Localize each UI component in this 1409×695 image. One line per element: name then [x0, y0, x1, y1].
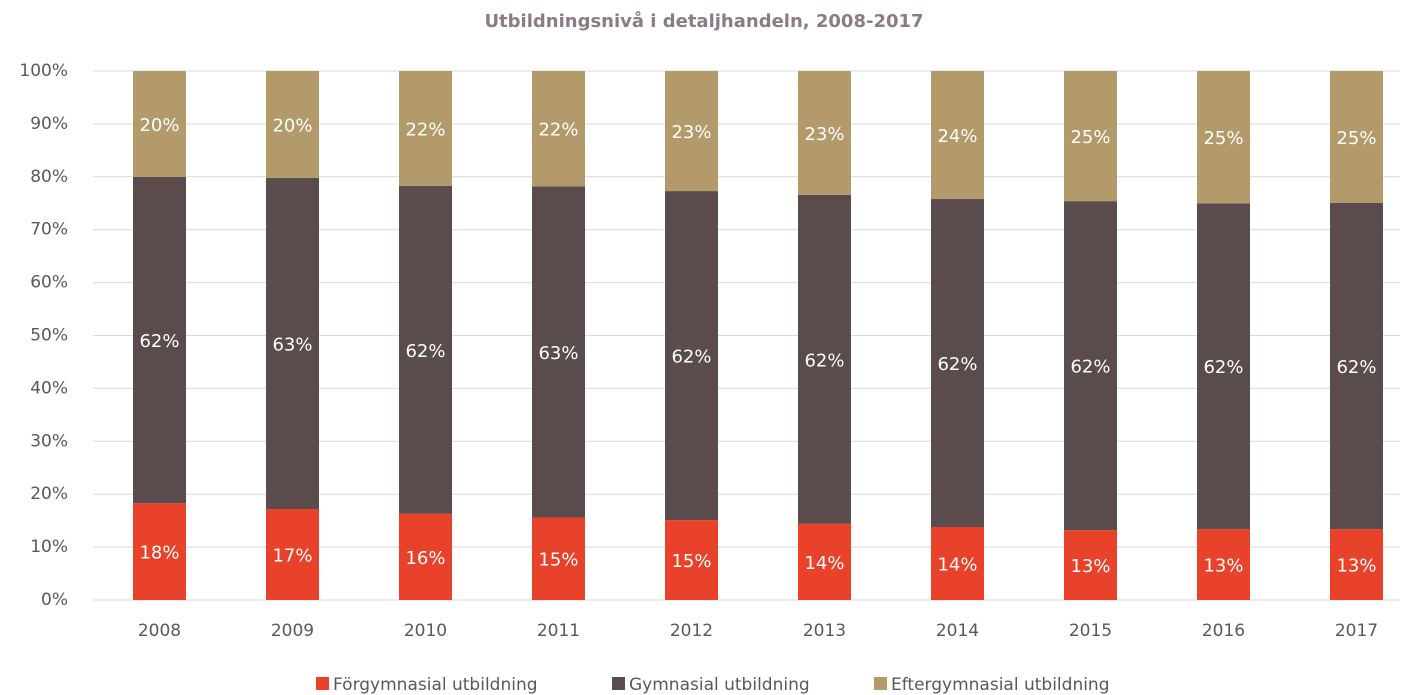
y-tick-label: 0% — [41, 590, 68, 610]
data-label: 15% — [538, 550, 578, 571]
data-label: 63% — [272, 334, 312, 355]
y-tick-label: 100% — [19, 61, 68, 81]
data-label: 62% — [937, 354, 977, 375]
data-label: 25% — [1203, 128, 1243, 149]
chart-title: Utbildningsnivå i detaljhandeln, 2008-20… — [484, 10, 923, 32]
x-tick-label: 2011 — [537, 621, 580, 641]
bar-segment — [532, 186, 585, 518]
bar-segment — [798, 523, 851, 600]
bar-segment — [1197, 71, 1250, 204]
bar-segment — [1064, 201, 1117, 531]
bar-segment — [1330, 202, 1383, 530]
data-label: 22% — [538, 120, 578, 141]
data-label: 14% — [937, 554, 977, 575]
legend-label: Eftergymnasial utbildning — [891, 675, 1110, 695]
bar-segment — [665, 191, 718, 521]
data-label: 14% — [804, 553, 844, 574]
bar-segment — [133, 503, 186, 600]
data-label: 13% — [1336, 556, 1376, 577]
y-tick-label: 90% — [30, 114, 68, 134]
bar-segment — [1330, 71, 1383, 203]
data-label: 20% — [139, 115, 179, 136]
bar-segment — [1064, 530, 1117, 600]
x-tick-label: 2009 — [271, 621, 314, 641]
data-label: 20% — [272, 115, 312, 136]
data-label: 23% — [804, 124, 844, 145]
bar-segment — [665, 520, 718, 600]
y-tick-label: 40% — [30, 378, 68, 398]
y-tick-label: 30% — [30, 431, 68, 451]
data-label: 62% — [1203, 357, 1243, 378]
y-tick-label: 80% — [30, 167, 68, 187]
y-tick-label: 10% — [30, 537, 68, 557]
x-tick-label: 2008 — [138, 621, 181, 641]
y-tick-label: 20% — [30, 484, 68, 504]
data-label: 25% — [1070, 127, 1110, 148]
bar-segment — [133, 71, 186, 177]
data-label: 18% — [139, 543, 179, 564]
bar-segment — [266, 177, 319, 510]
bar-segment — [266, 509, 319, 600]
bar-segment — [399, 513, 452, 600]
data-label: 13% — [1070, 556, 1110, 577]
data-label: 62% — [405, 341, 445, 362]
bar-segment — [1197, 203, 1250, 530]
data-label: 62% — [139, 331, 179, 352]
legend-swatch — [612, 677, 625, 690]
bar-segment — [1197, 529, 1250, 600]
data-label: 23% — [671, 122, 711, 143]
data-label: 63% — [538, 343, 578, 364]
data-label: 25% — [1336, 128, 1376, 149]
y-tick-label: 70% — [30, 220, 68, 240]
bar-segment — [798, 194, 851, 524]
bar-segment — [1064, 71, 1117, 202]
data-label: 22% — [405, 119, 445, 140]
bar-segment — [931, 526, 984, 600]
y-tick-label: 60% — [30, 273, 68, 293]
bar-segment — [931, 71, 984, 200]
bar-segment — [266, 71, 319, 178]
data-label: 62% — [671, 347, 711, 368]
bar-segment — [532, 517, 585, 600]
bar-segment — [399, 71, 452, 186]
bar-segment — [665, 71, 718, 192]
legend-label: Förgymnasial utbildning — [333, 675, 538, 695]
data-label: 15% — [671, 551, 711, 572]
data-label: 17% — [272, 546, 312, 567]
data-label: 62% — [1070, 357, 1110, 378]
data-label: 62% — [804, 350, 844, 371]
bar-segment — [532, 71, 585, 187]
y-tick-label: 50% — [30, 326, 68, 346]
data-label: 13% — [1203, 556, 1243, 577]
bar-segment — [399, 185, 452, 514]
legend-swatch — [316, 677, 329, 690]
data-label: 24% — [937, 126, 977, 147]
x-tick-label: 2012 — [670, 621, 713, 641]
x-tick-label: 2016 — [1202, 621, 1245, 641]
x-tick-label: 2014 — [936, 621, 979, 641]
x-tick-label: 2017 — [1335, 621, 1378, 641]
bar-segment — [931, 199, 984, 527]
bar-segment — [133, 176, 186, 504]
bar-segment — [798, 71, 851, 195]
x-tick-label: 2013 — [803, 621, 846, 641]
data-label: 16% — [405, 548, 445, 569]
bar-segment — [1330, 529, 1383, 600]
legend-swatch — [874, 677, 887, 690]
legend-label: Gymnasial utbildning — [629, 675, 810, 695]
x-tick-label: 2010 — [404, 621, 447, 641]
x-tick-label: 2015 — [1069, 621, 1112, 641]
data-label: 62% — [1336, 357, 1376, 378]
